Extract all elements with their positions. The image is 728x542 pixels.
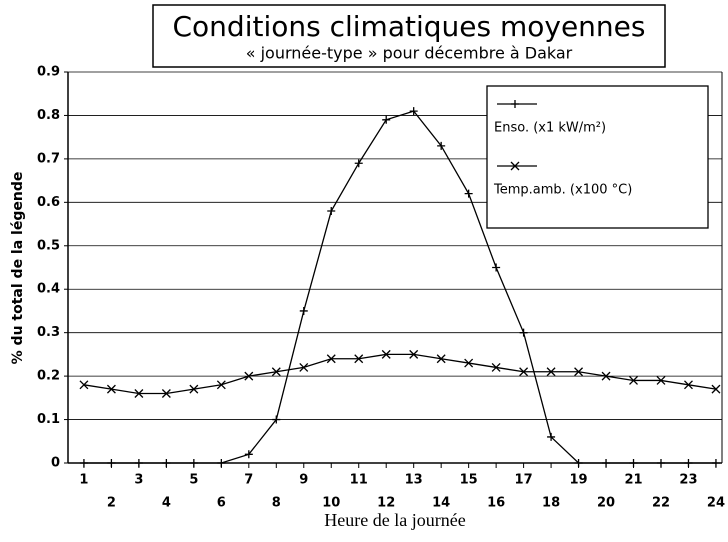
marker [106,384,116,394]
y-tick-label: 0.4 [37,282,60,297]
marker [491,362,501,372]
x-tick-label: 8 [272,496,281,511]
marker [437,141,446,150]
x-tick-label: 2 [107,496,116,511]
marker [161,389,171,398]
x-tick-label: 5 [189,473,198,488]
x-axis-label: Heure de la journée [324,510,465,530]
marker [684,380,693,390]
x-tick-label: 10 [322,496,340,511]
marker [574,459,583,467]
chart-title: Conditions climatiques moyennes [173,10,646,43]
x-tick-label: 7 [244,473,253,488]
marker [409,107,418,116]
y-axis-label: % du total de la légende [10,172,26,365]
marker [326,354,336,364]
marker [684,459,693,467]
marker [271,367,281,377]
marker [244,450,253,459]
marker [711,384,721,394]
marker [711,459,720,467]
marker [602,459,611,467]
marker [189,384,199,394]
marker [162,459,171,467]
marker [436,354,446,364]
marker [189,459,198,467]
x-tick-label: 16 [487,496,505,511]
marker [464,358,474,368]
marker [134,389,144,398]
chart-subtitle: « journée-type » pour décembre à Dakar [246,44,573,63]
marker [629,459,638,467]
marker [464,189,473,198]
marker [354,354,364,364]
marker [327,207,336,216]
x-tick-label: 21 [624,473,642,488]
legend: Enso. (x1 kW/m²) Temp.amb. (x100 °C) [486,85,709,229]
marker [492,263,501,272]
y-tick-label: 0 [51,456,60,471]
marker [79,380,89,390]
y-tick-label: 0.7 [37,151,60,166]
marker [79,459,88,467]
marker [546,367,556,377]
legend-box [486,85,709,229]
x-tick-label: 6 [217,496,226,511]
marker [107,459,116,467]
x-tick-label: 17 [515,473,533,488]
marker [629,375,638,385]
marker [299,306,308,315]
x-tick-label: 23 [679,473,697,488]
marker [299,362,309,372]
legend-label: Temp.amb. (x100 °C) [493,183,632,198]
marker [574,367,584,377]
x-tick-label: 15 [460,473,478,488]
marker [244,371,254,381]
series-line [83,110,716,464]
x-tick-label: 11 [350,473,368,488]
marker [272,415,281,424]
marker [409,349,419,359]
marker [510,161,520,171]
marker [134,459,143,467]
marker [519,367,529,377]
marker [382,115,391,124]
x-tick-label: 13 [405,473,423,488]
x-tick-label: 22 [652,496,670,511]
marker [381,349,391,359]
marker [511,100,519,108]
marker [216,380,226,390]
marker [519,328,528,337]
x-tick-label: 14 [432,496,450,511]
marker [656,459,665,467]
x-tick-label: 9 [299,473,308,488]
x-tick-label: 12 [377,496,395,511]
legend-label: Enso. (x1 kW/m²) [494,121,606,136]
y-tick-label: 0.6 [37,195,60,210]
y-tick-label: 0.5 [37,238,60,253]
x-tick-label: 19 [570,473,588,488]
y-tick-label: 0.8 [37,108,60,123]
y-tick-label: 0.1 [37,412,60,427]
y-tick-label: 0.2 [37,369,60,384]
marker [547,432,556,441]
y-tick-label: 0.3 [37,325,60,340]
x-tick-label: 24 [707,496,725,511]
x-tick-label: 3 [134,473,143,488]
marker [656,375,666,385]
marker [217,459,226,467]
x-tick-label: 4 [162,496,171,511]
series-line [83,353,717,395]
x-tick-label: 18 [542,496,560,511]
y-tick-label: 0.9 [37,65,60,80]
x-tick-label: 20 [597,496,615,511]
marker [354,159,363,168]
marker [601,371,611,381]
x-tick-label: 1 [79,473,88,488]
title-box [152,4,666,68]
